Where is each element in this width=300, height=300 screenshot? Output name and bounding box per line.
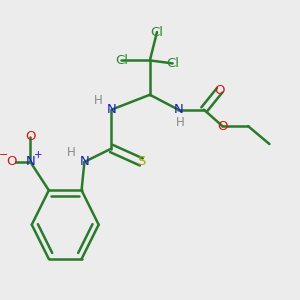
Text: N: N bbox=[26, 155, 35, 168]
Text: Cl: Cl bbox=[151, 26, 164, 38]
Text: O: O bbox=[25, 130, 36, 143]
Text: O: O bbox=[7, 155, 17, 168]
Text: H: H bbox=[67, 146, 76, 160]
Text: O: O bbox=[214, 84, 225, 97]
Text: H: H bbox=[176, 116, 185, 129]
Text: O: O bbox=[217, 120, 228, 133]
Text: N: N bbox=[80, 155, 89, 168]
Text: S: S bbox=[137, 155, 146, 168]
Text: −: − bbox=[0, 150, 8, 161]
Text: +: + bbox=[34, 150, 43, 161]
Text: Cl: Cl bbox=[115, 54, 128, 67]
Text: N: N bbox=[173, 103, 183, 116]
Text: Cl: Cl bbox=[166, 57, 179, 70]
Text: H: H bbox=[94, 94, 103, 107]
Text: N: N bbox=[106, 103, 116, 116]
